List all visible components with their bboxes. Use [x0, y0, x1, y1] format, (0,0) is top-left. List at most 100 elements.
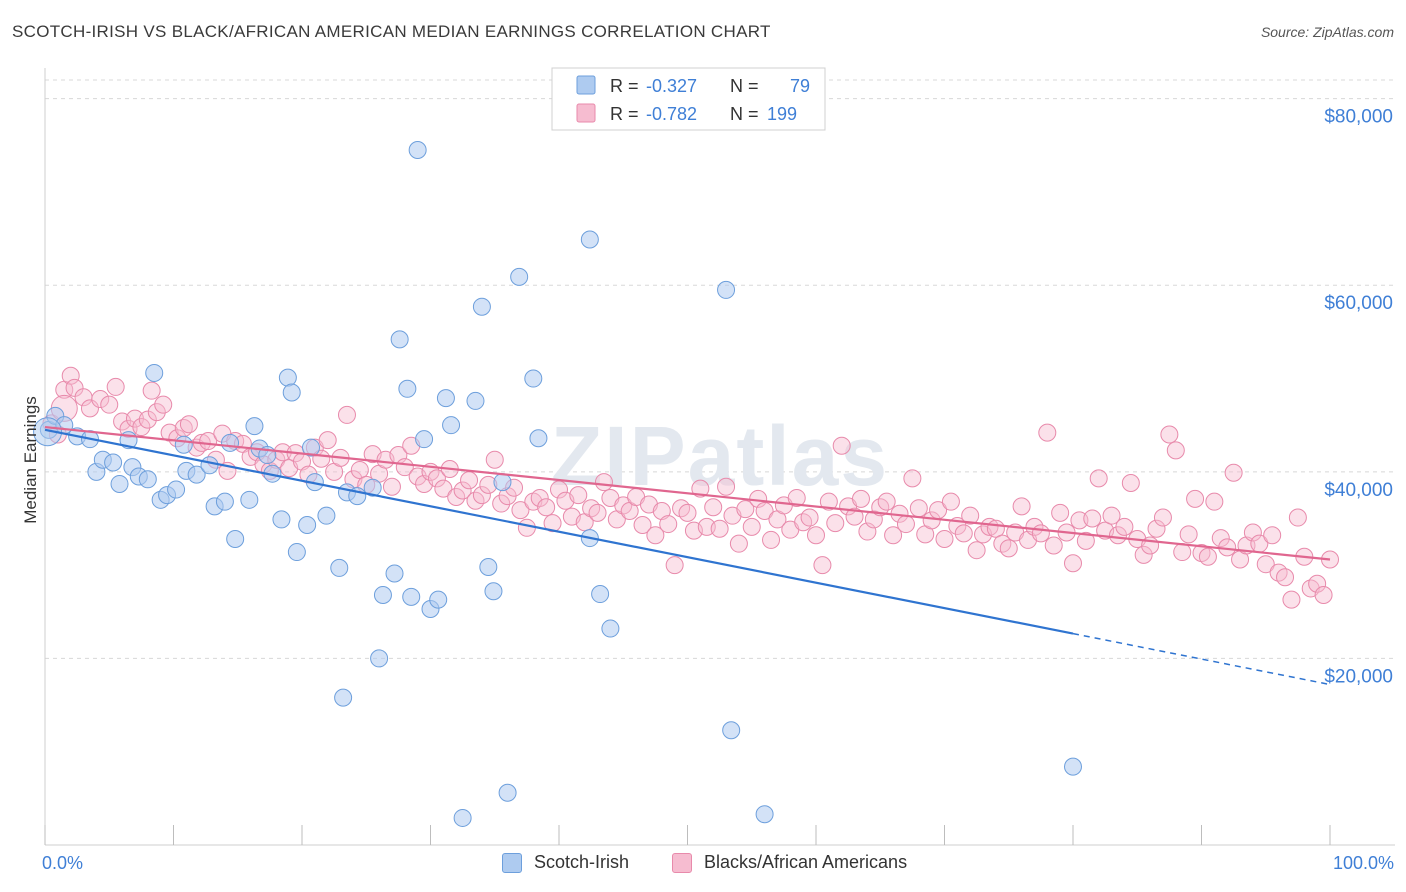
data-point-blacks [1166, 441, 1185, 460]
y-tick-label: $80,000 [1324, 107, 1393, 128]
data-point-blacks [935, 530, 954, 548]
legend-r-value-2: -0.782 [646, 104, 697, 124]
y-tick-label: $60,000 [1324, 293, 1393, 314]
data-point-blacks [485, 450, 504, 469]
data-point-blacks [1288, 508, 1307, 527]
data-point-scotch-irish [226, 530, 245, 548]
data-point-blacks [1173, 543, 1192, 562]
data-point-scotch-irish [334, 688, 353, 707]
legend-r-value-1: -0.327 [646, 76, 697, 96]
data-point-blacks [543, 514, 562, 533]
data-point-blacks [1134, 545, 1153, 564]
data-point-scotch-irish [373, 585, 392, 604]
data-point-blacks [1121, 474, 1140, 493]
data-point-scotch-irish [436, 389, 455, 408]
data-point-blacks [453, 481, 472, 500]
data-point-blacks [884, 526, 903, 545]
data-point-scotch-irish [110, 474, 129, 493]
data-point-blacks [537, 498, 556, 517]
trend-line-blacks [44, 425, 1331, 561]
data-point-blacks [1025, 517, 1044, 536]
data-point-blacks [993, 534, 1012, 553]
x-tick-labels: 0.0% 100.0% [42, 853, 1394, 873]
data-point-blacks [1038, 423, 1057, 442]
data-point-blacks [1314, 585, 1333, 604]
data-point-scotch-irish [524, 369, 543, 388]
data-point-blacks [999, 539, 1018, 558]
data-point-scotch-irish [187, 465, 206, 484]
data-point-blacks [729, 534, 748, 553]
data-point-blacks [1012, 497, 1031, 516]
data-point-blacks [100, 395, 119, 414]
data-point-scotch-irish [408, 140, 427, 159]
data-point-blacks [1186, 489, 1205, 508]
data-point-blacks [678, 503, 697, 522]
data-point-blacks [1224, 463, 1243, 482]
data-point-scotch-irish [415, 430, 434, 449]
data-point-scotch-irish [398, 379, 417, 398]
data-point-blacks [845, 507, 864, 526]
data-point-blacks [819, 492, 838, 511]
data-point-scotch-irish [510, 267, 529, 286]
data-point-blacks [652, 502, 671, 521]
data-point-blacks [980, 517, 999, 536]
data-point-blacks [61, 366, 80, 385]
y-axis-label: Median Earnings [21, 396, 40, 524]
data-point-scotch-irish [472, 297, 491, 316]
data-point-blacks [569, 486, 588, 505]
data-point-blacks [1179, 525, 1198, 544]
axes [44, 68, 1395, 846]
legend-swatch-blacks [576, 103, 596, 123]
data-point-scotch-irish [429, 590, 448, 609]
data-point-blacks [672, 499, 691, 518]
legend-r-label-2: R = [610, 104, 639, 124]
data-point-scotch-irish [722, 721, 741, 740]
data-point-blacks [132, 418, 151, 437]
data-point-scotch-irish [221, 433, 240, 452]
data-point-blacks [807, 526, 825, 545]
data-point-blacks [472, 486, 491, 505]
data-point-blacks [138, 410, 157, 429]
data-point-blacks [659, 515, 678, 534]
trend-line-scotch-irish [44, 428, 1074, 635]
data-point-scotch-irish [104, 453, 123, 472]
data-point-scotch-irish [317, 506, 336, 525]
data-point-blacks [460, 471, 479, 490]
data-point-blacks [65, 378, 84, 397]
data-point-scotch-irish [402, 587, 421, 606]
data-point-scotch-irish [200, 456, 219, 475]
y-tick-label: $40,000 [1324, 480, 1393, 501]
data-point-blacks [318, 431, 337, 450]
y-tick-labels: $20,000 $40,000 $60,000 $80,000 [1324, 107, 1393, 688]
data-point-blacks [736, 500, 755, 519]
trend-line-scotch-irish-extension [1072, 632, 1331, 686]
x-tick-label: 0.0% [42, 853, 83, 873]
data-point-blacks [832, 436, 851, 455]
data-point-blacks [961, 506, 980, 525]
data-point-blacks [1102, 506, 1121, 525]
legend-r-label-1: R = [610, 76, 639, 96]
data-point-scotch-irish [601, 619, 620, 638]
legend-swatch-blue [502, 852, 522, 873]
data-point-scotch-irish [755, 805, 774, 824]
data-point-blacks [851, 489, 870, 508]
legend-swatch-pink [672, 852, 692, 873]
data-point-blacks [646, 526, 665, 545]
data-point-scotch-irish [493, 473, 512, 492]
legend-bottom: Scotch-Irish Blacks/African Americans [0, 852, 1406, 878]
data-point-scotch-irish [240, 490, 259, 509]
data-point-blacks [588, 503, 607, 522]
data-point-blacks [594, 473, 613, 492]
data-point-blacks [1051, 503, 1070, 522]
data-point-blacks [1263, 526, 1282, 545]
data-point-blacks [717, 477, 736, 496]
data-point-blacks [762, 530, 781, 549]
data-point-blacks [434, 479, 453, 498]
data-point-scotch-irish [580, 230, 599, 249]
data-point-blacks [665, 556, 684, 575]
data-point-scotch-irish [498, 783, 517, 802]
grid-lines [45, 79, 1395, 659]
data-point-scotch-irish [301, 438, 320, 457]
data-point-blacks [1153, 508, 1172, 527]
data-point-blacks [710, 519, 729, 538]
